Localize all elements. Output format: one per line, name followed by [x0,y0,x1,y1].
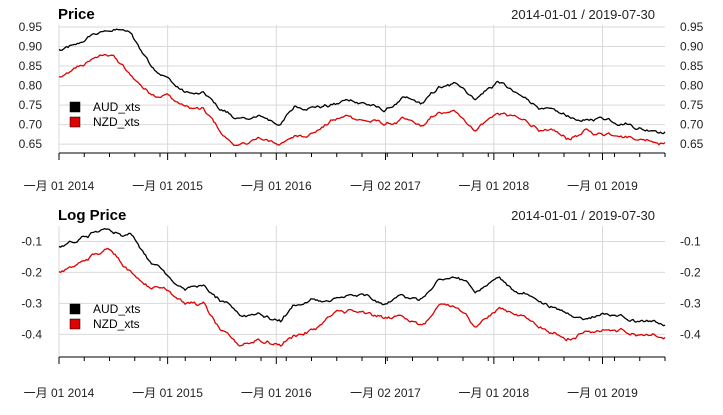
x-tick-label: 一月 01 2019 [567,386,638,400]
legend-swatch [69,318,81,330]
y-tick-label-left: 0.95 [19,20,43,34]
legend-swatch [69,303,81,315]
x-tick-label: 一月 02 2017 [350,386,421,400]
y-tick-label-left: -0.2 [21,265,42,279]
y-tick-label-left: 0.85 [19,59,43,73]
y-tick-label-right: 0.75 [680,98,704,112]
date-range-label: 2014-01-01 / 2019-07-30 [511,208,655,223]
y-tick-label-right: -0.3 [680,296,701,310]
series-line-NZD_xts [58,53,666,147]
x-tick-label: 一月 01 2015 [132,179,203,193]
panel-1: 0.65 0.65 0.70 0.70 0.75 0.75 0.80 0.80 0.85 0.85… [19,6,704,193]
y-tick-label-right: 0.80 [680,79,704,93]
x-tick-label: 一月 01 2018 [458,386,529,400]
y-tick-label-left: 0.90 [19,39,43,53]
x-tick-label: 一月 01 2014 [24,179,95,193]
series-line-NZD_xts [58,247,666,347]
y-tick-label-right: 0.65 [680,137,704,151]
legend-label: NZD_xts [93,317,140,331]
legend-swatch [69,101,81,113]
legend-swatch [69,116,81,128]
y-tick-label-left: -0.1 [21,234,42,248]
date-range-label: 2014-01-01 / 2019-07-30 [511,7,655,22]
legend-label: AUD_xts [93,100,140,114]
y-tick-label-right: -0.1 [680,234,701,248]
series-line-AUD_xts [58,28,666,135]
panel-2: -0.4 -0.4 -0.3 -0.3 -0.2 -0.2 -0.1 -0.1 一月 01 20… [21,207,701,400]
y-tick-label-right: 0.70 [680,118,704,132]
series-line-AUD_xts [58,227,666,327]
x-tick-label: 一月 01 2015 [132,386,203,400]
x-tick-label: 一月 02 2017 [350,179,421,193]
y-tick-label-right: -0.2 [680,265,701,279]
x-tick-label: 一月 01 2016 [241,179,312,193]
y-tick-label-left: -0.3 [21,296,42,310]
y-tick-label-left: 0.65 [19,137,43,151]
panel-title: Log Price [58,207,126,224]
y-tick-label-right: 0.85 [680,59,704,73]
y-tick-label-right: 0.95 [680,20,704,34]
x-tick-label: 一月 01 2014 [24,386,95,400]
y-tick-label-right: -0.4 [680,327,701,341]
y-tick-label-left: 0.80 [19,79,43,93]
x-tick-label: 一月 01 2016 [241,386,312,400]
legend-label: NZD_xts [93,115,140,129]
x-tick-label: 一月 01 2019 [567,179,638,193]
y-tick-label-right: 0.90 [680,39,704,53]
x-tick-label: 一月 01 2018 [458,179,529,193]
y-tick-label-left: 0.70 [19,118,43,132]
panel-title: Price [58,6,95,23]
legend-label: AUD_xts [93,302,140,316]
y-tick-label-left: 0.75 [19,98,43,112]
y-tick-label-left: -0.4 [21,327,42,341]
